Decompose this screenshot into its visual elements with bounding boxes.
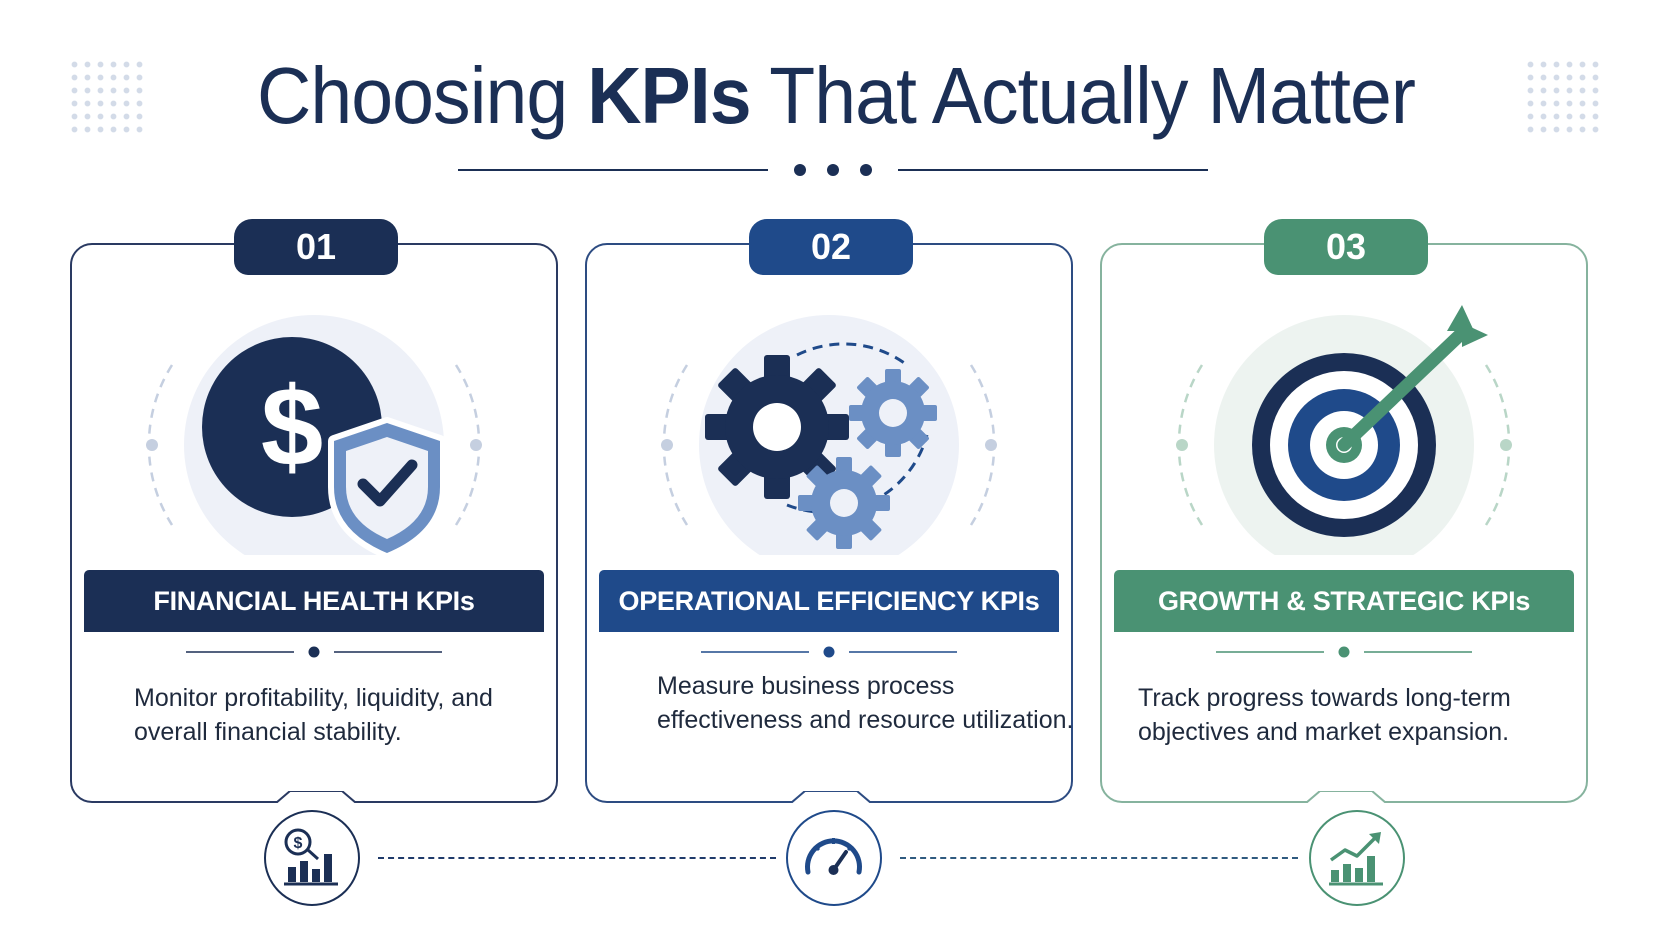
title-part-1: Choosing [257,51,588,140]
card-financial-health: 01 $ FINANCIAL HEALTH KPIs Monitor profi… [70,219,558,803]
card-heading: GROWTH & STRATEGIC KPIs [1114,570,1574,632]
connector-line-1 [378,857,776,859]
card-number-badge: 02 [749,219,913,275]
svg-text:$: $ [294,835,303,852]
card-number-badge: 01 [234,219,398,275]
svg-text:$: $ [261,364,323,489]
card-description: Monitor profitability, liquidity, and ov… [134,684,493,746]
connector-line-2 [900,857,1298,859]
title-part-3: That Actually Matter [750,51,1416,140]
decorative-dots-right [1524,58,1604,134]
speedometer-icon [786,810,882,906]
card-description: Track progress towards long-term objecti… [1138,684,1511,746]
card-heading: OPERATIONAL EFFICIENCY KPIs [599,570,1059,632]
card-number-badge: 03 [1264,219,1428,275]
card-divider [186,646,442,658]
card-divider [701,646,957,658]
dollar-bar-chart-icon: $ [264,810,360,906]
card-description: Measure business process effectiveness a… [657,672,1074,734]
card-notch [1306,791,1386,803]
target-arrow-icon [1176,305,1512,555]
page-title: Choosing KPIs That Actually Matter [50,46,1622,146]
decorative-dots-left [68,58,148,134]
title-part-2: KPIs [587,51,751,140]
card-notch [276,791,356,803]
growth-chart-icon [1309,810,1405,906]
card-heading: FINANCIAL HEALTH KPIs [84,570,544,632]
dollar-shield-icon: $ [146,315,482,555]
card-growth-strategic: 03 GROWTH & STRATEGIC KPIs Track progres… [1100,219,1588,803]
gears-icon [661,315,997,555]
card-notch [791,791,871,803]
card-divider [1216,646,1472,658]
title-divider [458,164,1208,176]
card-operational-efficiency: 02 [585,219,1073,803]
